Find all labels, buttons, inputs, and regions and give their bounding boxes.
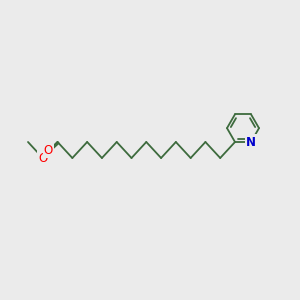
Text: O: O (44, 144, 53, 157)
Text: N: N (246, 136, 256, 148)
Text: O: O (38, 152, 47, 164)
